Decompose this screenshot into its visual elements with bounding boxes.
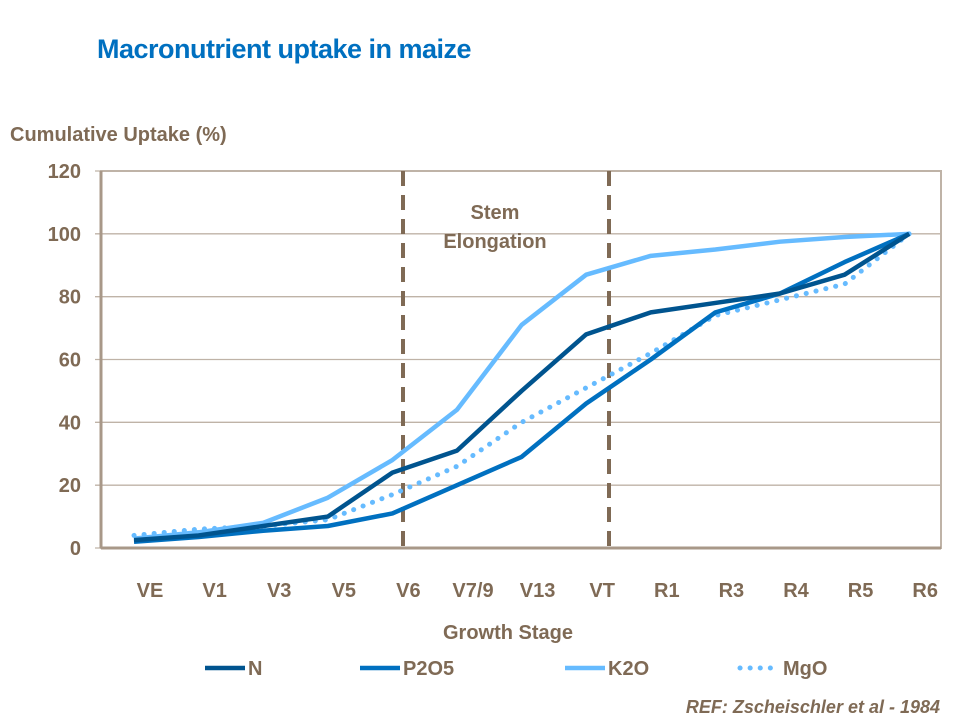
x-tick-label: V5 xyxy=(332,580,356,602)
legend-label-p2o5: P2O5 xyxy=(403,658,454,680)
x-axis-label: Growth Stage xyxy=(442,622,573,644)
y-tick-label: 0 xyxy=(70,538,81,560)
series-line-p2o5 xyxy=(133,231,911,544)
legend-label-k2o: K2O xyxy=(608,658,649,680)
series-line-k2o xyxy=(133,231,910,541)
x-tick-label: R4 xyxy=(783,580,809,602)
x-tick-label: R6 xyxy=(912,580,938,602)
x-tick-label: VT xyxy=(589,580,615,602)
legend-label-n: N xyxy=(248,658,262,680)
y-tick-label: 120 xyxy=(48,161,81,183)
y-tick-label: 20 xyxy=(59,475,81,497)
series-line-mgo xyxy=(131,231,912,538)
y-tick-label: 60 xyxy=(59,350,81,372)
y-tick-label: 100 xyxy=(48,224,81,246)
x-tick-label: V7/9 xyxy=(452,580,493,602)
chart-title: Macronutrient uptake in maize xyxy=(97,34,472,64)
x-tick-label: R3 xyxy=(719,580,745,602)
x-tick-label: V6 xyxy=(396,580,420,602)
x-tick-label: V3 xyxy=(267,580,291,602)
x-tick-label: R1 xyxy=(654,580,680,602)
legend-label-mgo: MgO xyxy=(783,658,827,680)
y-axis-label: Cumulative Uptake (%) xyxy=(10,124,227,146)
series-line-n xyxy=(133,231,911,543)
x-tick-label: R5 xyxy=(848,580,874,602)
annotation-elongation: Elongation xyxy=(443,231,546,253)
y-tick-label: 40 xyxy=(59,412,81,434)
y-tick-label: 80 xyxy=(59,287,81,309)
x-tick-label: V13 xyxy=(520,580,556,602)
annotation-stem: Stem xyxy=(471,202,520,224)
reference-note: REF: Zscheischler et al - 1984 xyxy=(685,697,940,717)
x-tick-label: VE xyxy=(137,580,164,602)
x-tick-label: V1 xyxy=(202,580,226,602)
